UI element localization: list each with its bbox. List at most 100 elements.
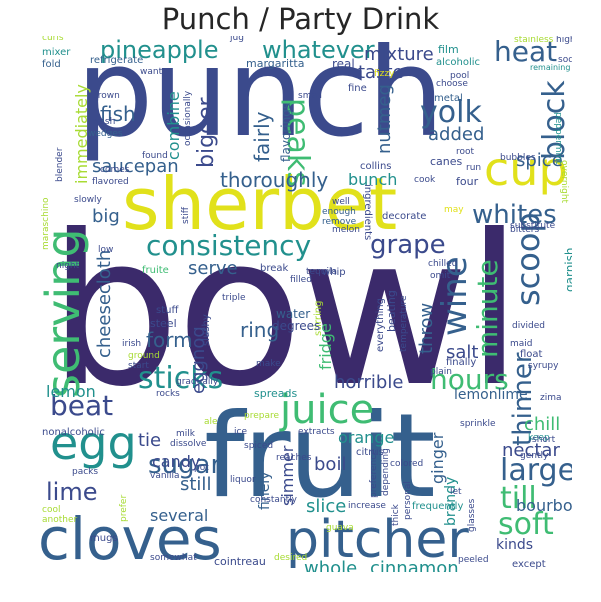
word-fold: fold	[42, 59, 61, 70]
word-beating: beating	[385, 290, 398, 332]
word-filled: filled	[290, 275, 312, 285]
word-rocks: rocks	[156, 389, 180, 399]
word-guava: guava	[326, 523, 354, 533]
word-divided: divided	[512, 321, 546, 331]
word-kinds: kinds	[496, 537, 534, 553]
word-low: low	[98, 245, 114, 255]
word-degrees: degrees	[272, 319, 321, 333]
word-nectar: nectar	[502, 440, 560, 461]
word-prepare: prepare	[244, 411, 280, 421]
word-refrigerate: refrigerate	[90, 55, 144, 66]
word-sherbet: sherbet	[122, 162, 398, 246]
word-finally: finally	[446, 357, 477, 368]
word-candy: candy	[152, 452, 201, 471]
word-vanilla: vanilla	[150, 471, 180, 481]
word-spreads: spreads	[254, 387, 298, 400]
word-mixer: mixer	[42, 47, 71, 58]
word-hours: hours	[430, 363, 509, 396]
word-triple: triple	[222, 293, 246, 303]
word-lime: lime	[46, 478, 98, 506]
word-dissolve: dissolve	[170, 439, 207, 449]
word-irish: irish	[122, 339, 142, 349]
word-spiced: spiced	[244, 441, 274, 451]
word-want: want	[140, 67, 163, 77]
word-whole: whole	[304, 558, 358, 573]
word-chilled: chilled	[428, 259, 458, 269]
word-combine: combine	[164, 91, 183, 160]
word-small: small	[298, 91, 322, 101]
word-thick: thick	[391, 504, 401, 526]
word-high: high	[556, 36, 572, 45]
word-canes: canes	[430, 155, 463, 168]
word-pineapple: pineapple	[100, 36, 219, 64]
word-peppermint: peppermint	[553, 112, 563, 165]
word-film: film	[438, 43, 459, 56]
word-let: let	[450, 487, 462, 497]
word-stainless: stainless	[514, 36, 554, 45]
word-nutmeg: nutmeg	[374, 84, 395, 154]
word-ice: ice	[234, 427, 247, 437]
word-gently: gently	[520, 451, 549, 461]
word-reaches: reaches	[276, 453, 312, 463]
word-citrus: citrus	[356, 447, 384, 458]
word-yolk: yolk	[420, 95, 482, 130]
word-egg: egg	[50, 416, 137, 470]
word-gradually: gradually	[176, 377, 219, 387]
word-fairly: fairly	[250, 111, 274, 162]
word-extracts: extracts	[298, 427, 335, 437]
word-thoroughly: thoroughly	[220, 168, 329, 192]
word-root: root	[456, 147, 475, 157]
word-ground: ground	[128, 351, 160, 361]
word-big: big	[92, 206, 120, 227]
word-cointreau: cointreau	[214, 555, 266, 568]
word-cheesecloth: cheesecloth	[94, 249, 115, 358]
word-nonalcoholic: nonalcoholic	[42, 427, 105, 438]
word-constantly: constantly	[250, 495, 297, 505]
word-colored: colored	[390, 459, 424, 469]
word-pitcher: pitcher	[286, 510, 469, 570]
word-grape: grape	[370, 230, 446, 260]
word-decorate: decorate	[382, 211, 427, 222]
word-soda: soda	[558, 55, 572, 65]
word-maid: maid	[510, 339, 533, 349]
word-garnish: garnish	[563, 247, 572, 293]
word-lemon: lemon	[46, 382, 96, 401]
word-bowl: bowl	[48, 191, 523, 433]
word-remove: remove	[322, 217, 357, 227]
word-occasionally: occasionally	[183, 90, 193, 146]
word-alcoholic: alcoholic	[436, 57, 481, 68]
word-cup: cup	[484, 142, 568, 196]
word-another: another	[42, 515, 78, 525]
word-choose: choose	[436, 79, 468, 89]
word-make: make	[256, 359, 281, 369]
word-bunch: bunch	[348, 170, 398, 189]
word-wash: wash	[92, 117, 116, 127]
word-jug: jug	[230, 36, 244, 43]
word-omit: omit	[430, 271, 451, 281]
word-still: still	[180, 474, 212, 495]
word-ingredients: ingredients	[362, 184, 373, 241]
word-brown: brown	[92, 91, 120, 101]
word-soft: soft	[498, 507, 554, 542]
word-comes: comes	[100, 165, 130, 175]
word-mugs: mugs	[90, 533, 118, 544]
word-wedges: wedges	[88, 129, 123, 139]
word-stuff: stuff	[156, 305, 179, 316]
word-serving: serving	[36, 228, 90, 398]
word-bourbon: bourbon	[516, 496, 572, 515]
word-may: may	[444, 205, 464, 215]
word-horrible: horrible	[334, 372, 404, 393]
word-boil: boil	[314, 454, 347, 475]
word-slowly: slowly	[74, 195, 102, 205]
word-taste: taste	[358, 62, 404, 83]
word-whip: whip	[322, 267, 346, 278]
word-zima: zima	[540, 393, 562, 403]
word-form: form	[146, 328, 193, 352]
word-run: run	[466, 163, 482, 173]
word-cool: cool	[42, 505, 61, 515]
word-steel: steel	[150, 317, 177, 330]
word-whatever: whatever	[262, 36, 375, 64]
word-real: real	[332, 57, 355, 71]
word-slice: slice	[306, 496, 347, 517]
word-large: large	[500, 453, 572, 488]
